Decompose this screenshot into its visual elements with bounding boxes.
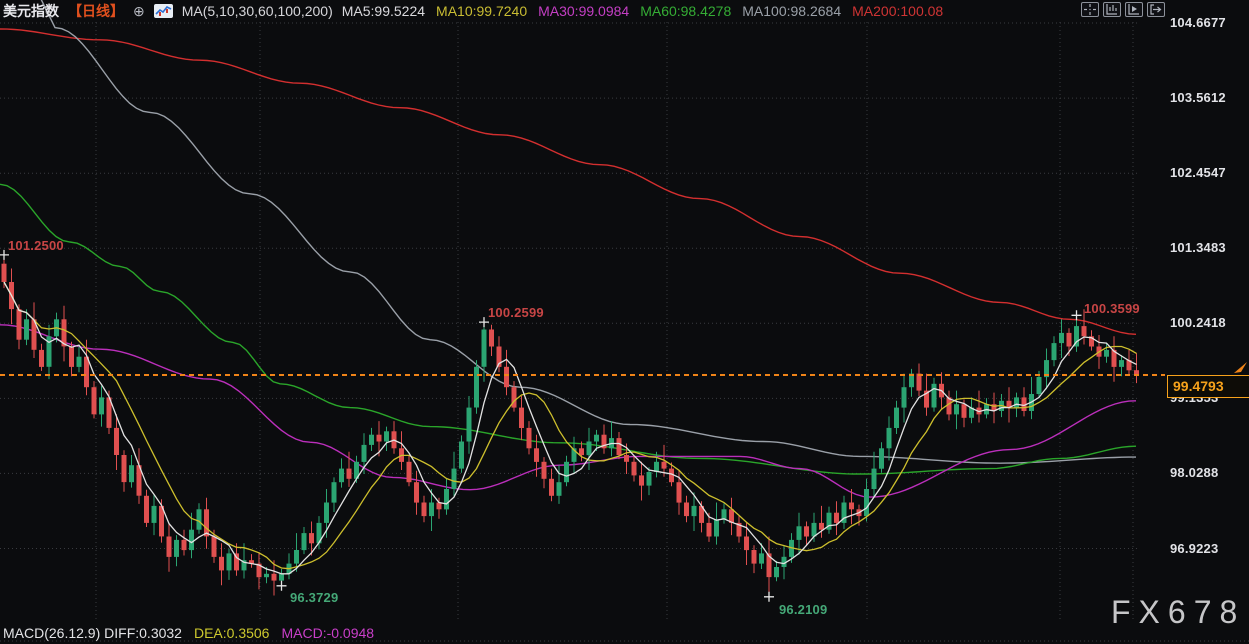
axis-price-label: 101.3483 (1170, 240, 1226, 256)
price-annotation: 100.2599 (488, 305, 544, 320)
axis-price-label: 96.9223 (1170, 540, 1219, 556)
macd-value-label: MACD:-0.0948 (281, 625, 375, 641)
axis-price-label: 103.5612 (1170, 90, 1226, 106)
symbol-title: 美元指数 (3, 2, 59, 19)
macd-pane-header: MACD(26.12.9) DIFF:0.3032 DEA:0.3506 MAC… (3, 625, 374, 641)
ma-legend-item: MA5:99.5224 (341, 2, 426, 19)
ma-legend-item: MA200:100.08 (852, 2, 944, 19)
current-price-label: 99.4793 (1167, 375, 1249, 398)
chart-header: 美元指数 【日线】 ⊕ MA(5,10,30,60,100,200) MA5:9… (3, 1, 943, 20)
exit-icon[interactable] (1147, 2, 1165, 17)
fx678-watermark: FX678 (1111, 594, 1246, 630)
ma-legend: MA5:99.5224 MA10:99.7240 MA30:99.0984 MA60:… (342, 3, 943, 19)
chart-scale-icon[interactable] (1103, 2, 1121, 17)
price-annotation: 101.2500 (8, 238, 64, 253)
crosshair-icon[interactable] (1081, 2, 1099, 17)
price-annotation: 96.2109 (779, 602, 828, 617)
add-indicator-icon[interactable]: ⊕ (133, 2, 145, 19)
axis-price-label: 100.2418 (1170, 315, 1226, 331)
axis-price-label: 102.4547 (1170, 165, 1226, 181)
chart-toolbar (1081, 2, 1165, 17)
price-annotation: 96.3729 (290, 590, 339, 605)
ma-legend-item: MA30:99.0984 (538, 2, 630, 19)
ma-legend-item: MA100:98.2684 (742, 2, 842, 19)
ma-legend-item: MA60:98.4278 (640, 2, 732, 19)
macd-diff-label: MACD(26.12.9) DIFF:0.3032 (3, 625, 182, 641)
price-annotation: 100.3599 (1084, 301, 1140, 316)
ma-settings-label: MA(5,10,30,60,100,200) (181, 2, 333, 19)
chart-type-icon[interactable] (153, 3, 173, 18)
macd-dea-label: DEA:0.3506 (193, 625, 270, 641)
axis-price-label: 104.6677 (1170, 15, 1226, 30)
timeframe-label[interactable]: 【日线】 (68, 2, 124, 19)
axis-price-label: 98.0288 (1170, 465, 1219, 481)
current-price-value: 99.4793 (1173, 378, 1224, 394)
chart-play-icon[interactable] (1125, 2, 1143, 17)
ma-legend-item: MA10:99.7240 (436, 2, 528, 19)
